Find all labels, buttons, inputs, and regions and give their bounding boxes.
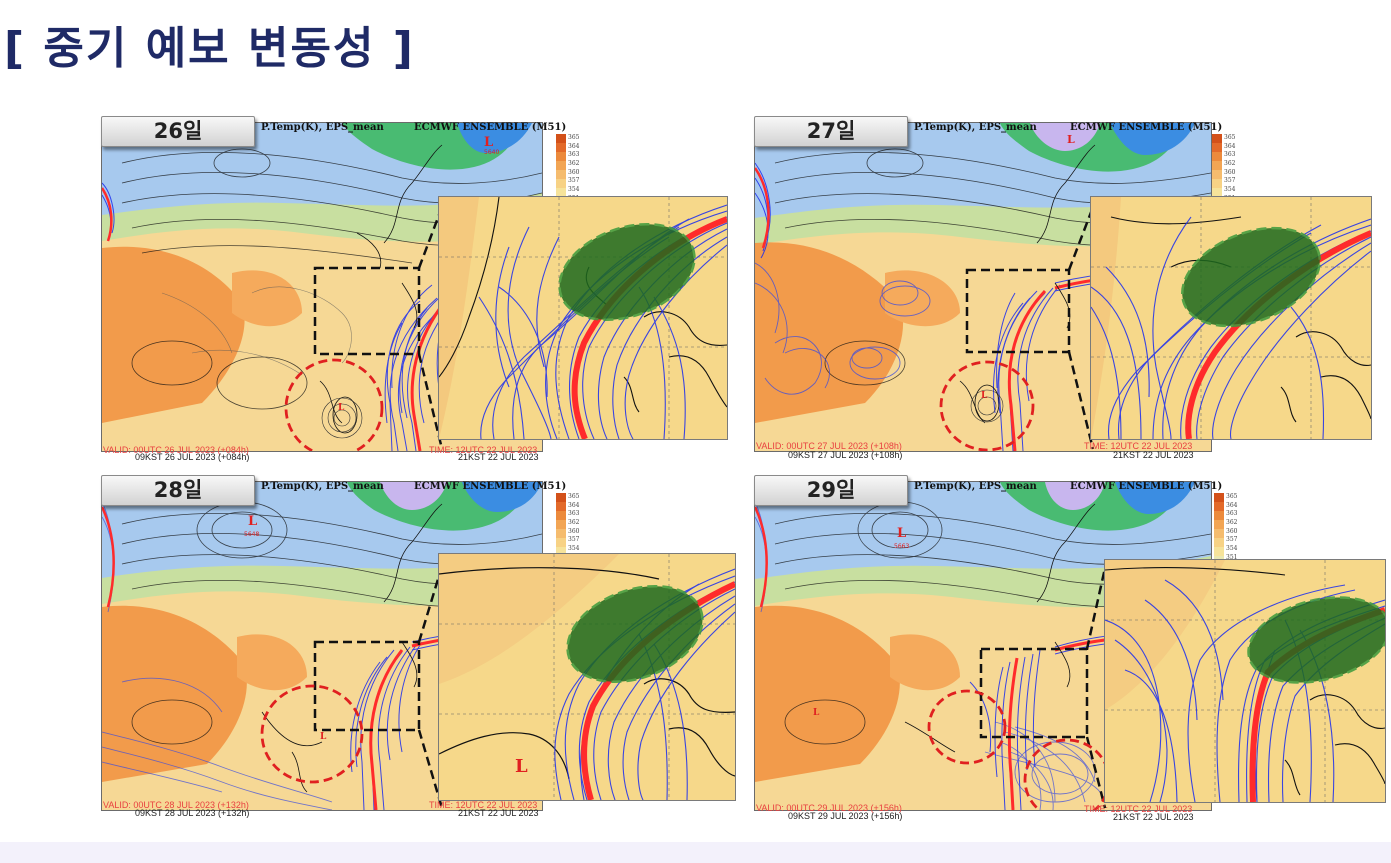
init-time: TIME: 12UTC 22 JUL 2023: [1084, 441, 1193, 451]
scale-tick: 357: [568, 177, 580, 185]
scale-tick: 365: [568, 134, 580, 141]
scale-tick: 363: [1224, 151, 1236, 159]
variable-header: P.Temp(K), EPS_mean: [261, 481, 384, 492]
zoom-low-label: L: [515, 756, 528, 777]
typhoon-low-label: L: [813, 708, 820, 718]
scale-tick: 363: [568, 151, 580, 159]
scale-tick: 360: [568, 527, 580, 535]
scale-tick: 362: [568, 160, 580, 168]
scale-tick: 354: [1224, 186, 1236, 194]
scale-tick: 354: [568, 545, 580, 553]
scale-tick: 364: [1224, 142, 1236, 150]
valid-time: VALID: 00UTC 28 JUL 2023 (+132h): [103, 800, 249, 810]
valid-time-kst: 09KST 27 JUL 2023 (+108h): [788, 450, 903, 460]
scale-tick: 362: [1226, 519, 1238, 527]
scale-tick: 354: [568, 186, 580, 194]
forecast-panel-29: L 5663 L 365 364 363 362 360 357 354 351: [754, 471, 1388, 823]
ensemble-map: L 5640 L: [101, 122, 543, 452]
scale-tick: 363: [568, 510, 580, 518]
scale-tick: 365: [1226, 493, 1238, 500]
model-header: ECMWF ENSEMBLE (M51): [1070, 122, 1223, 133]
forecast-panel-27: L L 365 364 363 362 360 357 354 351: [754, 112, 1384, 462]
scale-tick-labels: 365 364 363 362 360 357 354 351: [1226, 493, 1256, 563]
scale-tick-labels: 365 364 363 362 360 357 354 351: [568, 134, 598, 204]
valid-time: VALID: 00UTC 27 JUL 2023 (+108h): [756, 441, 902, 451]
scale-tick: 360: [1224, 168, 1236, 176]
scale-tick: 364: [568, 501, 580, 509]
init-time: TIME: 12UTC 22 JUL 2023: [1084, 804, 1193, 814]
scale-tick: 364: [568, 142, 580, 150]
scale-tick: 357: [1224, 177, 1236, 185]
forecast-day-label: 29일: [754, 475, 908, 506]
forecast-day-label: 27일: [754, 116, 908, 147]
scale-tick: 365: [568, 493, 580, 500]
scale-tick: 362: [568, 519, 580, 527]
scale-tick: 357: [568, 536, 580, 544]
color-scale-bar: 365 364 363 362 360 357 354 351: [1214, 493, 1258, 565]
forecast-day-label: 28일: [101, 475, 255, 506]
init-time-kst: 21KST 22 JUL 2023: [1113, 450, 1194, 460]
model-header: ECMWF ENSEMBLE (M51): [1070, 481, 1223, 492]
scale-tick: 357: [1226, 536, 1238, 544]
forecast-day-label: 26일: [101, 116, 255, 147]
zoomed-inset-map: L: [438, 553, 736, 801]
low-pressure-label: L: [248, 514, 258, 529]
scale-tick: 363: [1226, 510, 1238, 518]
scale-tick: 362: [1224, 160, 1236, 168]
low-pressure-value: 5640: [484, 149, 500, 156]
variable-header: P.Temp(K), EPS_mean: [914, 481, 1037, 492]
model-header: ECMWF ENSEMBLE (M51): [414, 122, 567, 133]
typhoon-low-label: L: [320, 732, 327, 742]
init-time-kst: 21KST 22 JUL 2023: [1113, 812, 1194, 822]
variable-header: P.Temp(K), EPS_mean: [261, 122, 384, 133]
valid-time-kst: 09KST 26 JUL 2023 (+084h): [135, 452, 250, 462]
low-pressure-label: L: [484, 135, 494, 150]
slide-footer-band: [0, 842, 1391, 863]
valid-time-kst: 09KST 29 JUL 2023 (+156h): [788, 811, 903, 821]
slide-title: [ 중기 예보 변동성 ]: [4, 23, 415, 74]
forecast-panel-26: L 5640 L 365 364 363 362 360 357 354 351: [101, 112, 741, 462]
zoomed-inset-map: [438, 196, 728, 440]
low-pressure-value: 5648: [244, 531, 260, 538]
scale-tick: 360: [568, 168, 580, 176]
scale-tick: 351: [1226, 553, 1238, 561]
model-header: ECMWF ENSEMBLE (M51): [414, 481, 567, 492]
valid-time: VALID: 00UTC 26 JUL 2023 (+084h): [103, 445, 249, 455]
valid-time-kst: 09KST 28 JUL 2023 (+132h): [135, 808, 250, 818]
scale-tick: 364: [1226, 501, 1238, 509]
low-pressure-label: L: [897, 526, 907, 541]
typhoon-low-label: L: [981, 391, 988, 401]
scale-tick: 360: [1226, 527, 1238, 535]
forecast-panel-28: L 5648 L 365 364 363 362 360 357 354 351: [101, 471, 741, 821]
init-time-kst: 21KST 22 JUL 2023: [458, 808, 539, 818]
init-time: TIME: 12UTC 22 JUL 2023: [429, 445, 538, 455]
init-time-kst: 21KST 22 JUL 2023: [458, 452, 539, 462]
low-pressure-label: L: [1067, 133, 1075, 146]
scale-tick-labels: 365 364 363 362 360 357 354 351: [1224, 134, 1254, 204]
valid-time: VALID: 00UTC 29 JUL 2023 (+156h): [756, 803, 902, 813]
scale-tick: 365: [1224, 134, 1236, 141]
variable-header: P.Temp(K), EPS_mean: [914, 122, 1037, 133]
init-time: TIME: 12UTC 22 JUL 2023: [429, 800, 538, 810]
low-pressure-value: 5663: [894, 543, 910, 550]
typhoon-low-label: L: [338, 403, 345, 413]
zoomed-inset-map: [1104, 559, 1386, 803]
scale-tick: 354: [1226, 545, 1238, 553]
zoomed-inset-map: [1090, 196, 1372, 440]
